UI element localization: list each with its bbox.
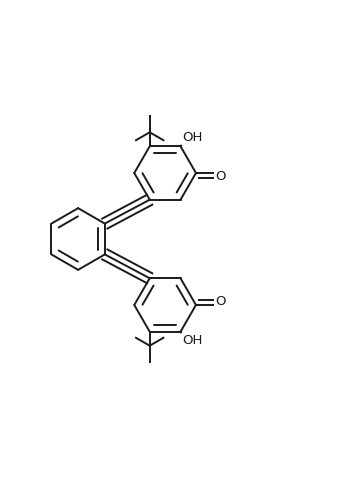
Text: O: O	[215, 295, 226, 308]
Text: OH: OH	[182, 130, 203, 143]
Text: OH: OH	[182, 335, 203, 348]
Text: O: O	[215, 170, 226, 183]
